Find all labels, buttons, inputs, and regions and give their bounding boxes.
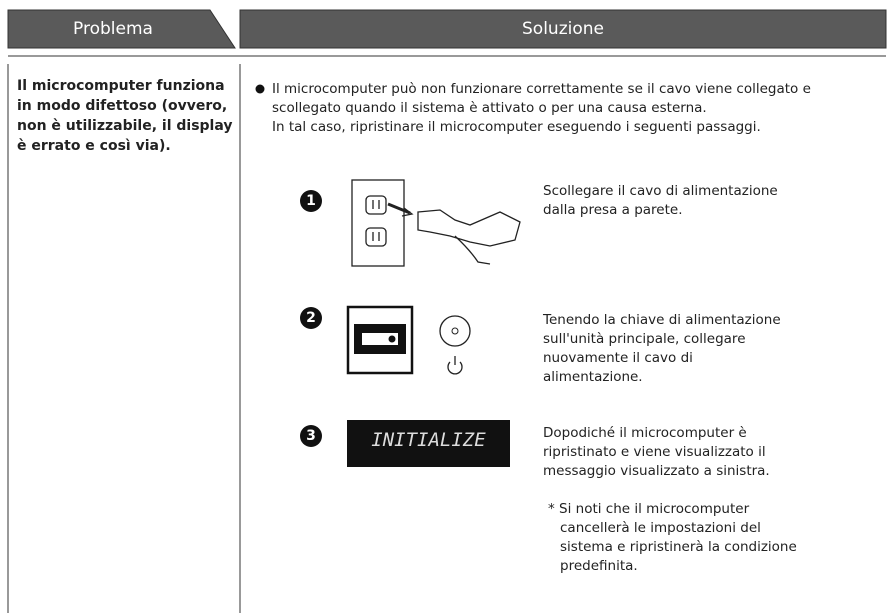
step-text: Scollegare il cavo di alimentazione dall… (543, 183, 778, 218)
step-text: Tenendo la chiave di alimentazione sull'… (543, 312, 781, 385)
outlet-illustration (351, 179, 521, 267)
step-number: 2 (300, 307, 322, 329)
intro-text: In tal caso, ripristinare il microcomput… (272, 119, 761, 135)
bullet (255, 84, 265, 94)
step-text: Dopodiché il microcomputer è ripristinat… (543, 425, 770, 479)
header-problem: Problema (73, 19, 153, 39)
solution-tab (239, 9, 887, 49)
step-number: 3 (300, 425, 322, 447)
key-illustration (346, 305, 471, 375)
problem-tab (7, 9, 236, 49)
step-number: 1 (300, 190, 322, 212)
display-screen (347, 420, 510, 467)
step-note: * Si noti che il microcomputer canceller… (548, 501, 797, 574)
intro-text: Il microcomputer può non funzionare corr… (272, 81, 811, 116)
display-text: INITIALIZE (371, 429, 486, 451)
problem-text: Il microcomputer funziona in modo difett… (17, 78, 233, 154)
header-solution: Soluzione (522, 19, 604, 39)
